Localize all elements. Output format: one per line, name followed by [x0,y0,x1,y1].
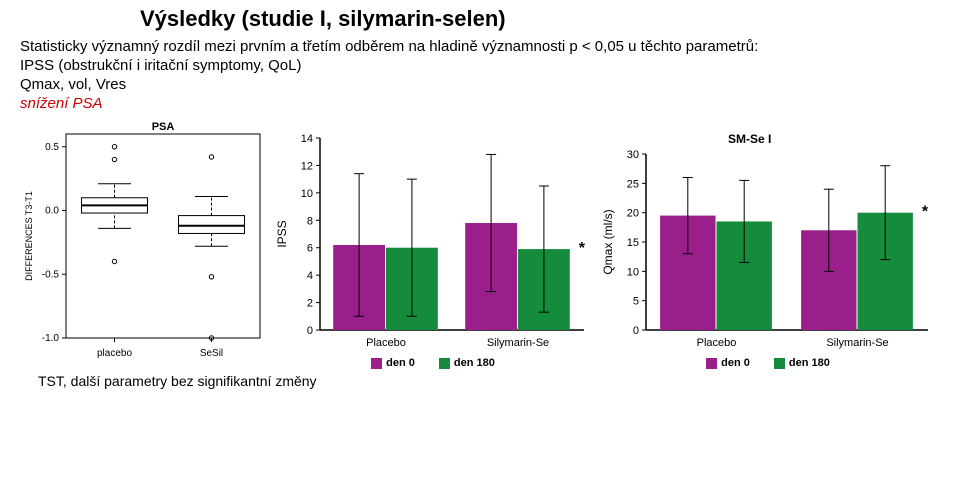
svg-text:25: 25 [627,178,639,190]
ipss-legend: den 0 den 180 [272,357,594,369]
svg-text:Placebo: Placebo [366,337,406,349]
psa-boxplot: -1.0 -0.5 0.0 0.5 DIFFERENCES T3-T1 PSA placeb… [20,116,268,369]
ipss-chart: 0 2 4 6 8 10 12 14 IPSS Placebo Silymarin-Se * den … [272,132,594,369]
svg-text:15: 15 [627,237,639,249]
svg-text:20: 20 [627,208,639,220]
svg-text:5: 5 [633,296,639,308]
svg-text:-0.5: -0.5 [42,269,60,280]
svg-text:6: 6 [307,243,313,255]
qmax-chart: SM-Se I 0 5 10 15 20 25 30 Qmax (ml/s) Placebo Si… [598,132,938,369]
qmax-legend: den 0 den 180 [598,357,938,369]
page-title: Výsledky (studie I, silymarin-selen) [140,6,950,32]
ipss-line: IPSS (obstrukční i iritační symptomy, Qo… [20,57,950,74]
legend-item: den 180 [774,357,830,369]
legend-item: den 180 [439,357,495,369]
legend-item: den 0 [706,357,750,369]
psa-line: snížení PSA [20,95,950,112]
svg-text:Qmax (ml/s): Qmax (ml/s) [601,209,615,274]
svg-text:2: 2 [307,298,313,310]
svg-text:PSA: PSA [152,121,175,133]
svg-text:-1.0: -1.0 [42,333,60,344]
svg-text:DIFFERENCES T3-T1: DIFFERENCES T3-T1 [24,191,34,281]
svg-text:14: 14 [301,133,313,145]
svg-text:placebo: placebo [97,348,132,359]
svg-text:Silymarin-Se: Silymarin-Se [487,337,549,349]
svg-text:0: 0 [307,325,313,337]
svg-text:Silymarin-Se: Silymarin-Se [826,337,888,349]
svg-text:*: * [579,240,586,257]
panel-label: SM-Se I [728,132,938,146]
svg-text:30: 30 [627,149,639,161]
svg-text:0.5: 0.5 [45,142,59,153]
svg-text:*: * [922,204,929,221]
footer-text: TST, další parametry bez signifikantní z… [38,373,950,389]
svg-text:SeSil: SeSil [200,348,223,359]
svg-text:Placebo: Placebo [697,337,737,349]
qmax-line: Qmax, vol, Vres [20,76,950,93]
svg-text:12: 12 [301,160,313,172]
svg-text:IPSS: IPSS [275,220,289,247]
svg-text:4: 4 [307,270,313,282]
legend-item: den 0 [371,357,415,369]
svg-text:0: 0 [633,325,639,337]
svg-text:10: 10 [301,188,313,200]
svg-text:0.0: 0.0 [45,206,59,217]
svg-text:10: 10 [627,266,639,278]
svg-text:8: 8 [307,215,313,227]
lead-text: Statisticky významný rozdíl mezi prvním … [20,38,950,55]
